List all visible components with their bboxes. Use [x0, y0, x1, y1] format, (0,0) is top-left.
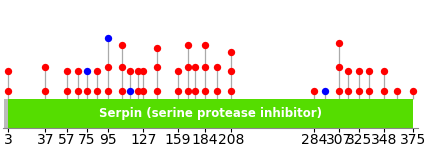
Point [410, 90, 417, 92]
Point [184, 44, 191, 47]
Point [335, 65, 342, 68]
Point [134, 70, 141, 72]
Point [134, 90, 141, 92]
Point [119, 44, 126, 47]
Point [366, 90, 373, 92]
Point [366, 70, 373, 72]
Point [380, 70, 387, 72]
Point [228, 90, 235, 92]
Point [393, 90, 400, 92]
Point [175, 90, 181, 92]
Point [380, 90, 387, 92]
Point [94, 70, 101, 72]
Point [64, 90, 71, 92]
Point [105, 65, 112, 68]
Point [154, 90, 161, 92]
Point [322, 90, 329, 92]
Point [119, 90, 126, 92]
Point [310, 90, 317, 92]
Point [74, 70, 81, 72]
Point [105, 90, 112, 92]
Text: Serpin (serine protease inhibitor): Serpin (serine protease inhibitor) [99, 107, 322, 120]
Point [140, 70, 147, 72]
FancyBboxPatch shape [4, 99, 12, 128]
Point [175, 70, 181, 72]
Point [355, 90, 362, 92]
Point [154, 65, 161, 68]
Point [5, 70, 12, 72]
Point [154, 47, 161, 49]
Point [192, 65, 199, 68]
Point [344, 90, 351, 92]
Point [214, 65, 221, 68]
Point [202, 90, 209, 92]
FancyBboxPatch shape [8, 99, 413, 128]
Point [127, 90, 134, 92]
Point [140, 90, 147, 92]
Point [335, 90, 342, 92]
Point [184, 90, 191, 92]
Point [344, 70, 351, 72]
Point [42, 90, 49, 92]
Point [202, 44, 209, 47]
Point [335, 41, 342, 44]
Point [5, 90, 12, 92]
Point [94, 90, 101, 92]
Point [127, 70, 134, 72]
Point [214, 90, 221, 92]
Point [184, 65, 191, 68]
Point [228, 51, 235, 54]
Point [64, 70, 71, 72]
Point [42, 65, 49, 68]
Point [105, 37, 112, 39]
Point [192, 90, 199, 92]
Point [74, 90, 81, 92]
Point [228, 70, 235, 72]
Point [202, 65, 209, 68]
Point [119, 65, 126, 68]
Point [83, 90, 90, 92]
Point [83, 70, 90, 72]
Point [355, 70, 362, 72]
